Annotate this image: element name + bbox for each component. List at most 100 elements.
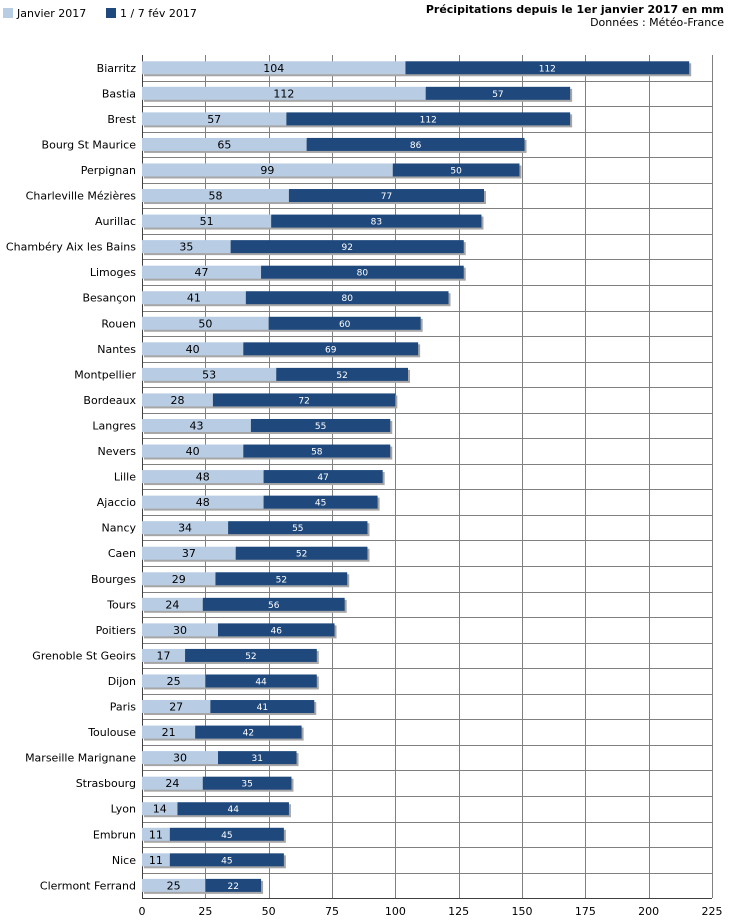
bar-january bbox=[142, 725, 196, 739]
bar-february bbox=[230, 240, 464, 254]
value-label-february: 57 bbox=[492, 90, 503, 100]
bar-february bbox=[205, 674, 317, 688]
x-tick-label: 75 bbox=[325, 905, 339, 918]
value-label-february: 44 bbox=[255, 677, 267, 687]
bar-february bbox=[215, 572, 348, 586]
value-label-february: 60 bbox=[339, 320, 351, 330]
value-label-january: 41 bbox=[187, 292, 201, 305]
value-label-january: 65 bbox=[217, 138, 231, 151]
value-label-january: 25 bbox=[167, 675, 181, 688]
category-label: Bordeaux bbox=[83, 394, 136, 407]
value-label-february: 55 bbox=[292, 524, 303, 534]
x-tick-label: 100 bbox=[385, 905, 406, 918]
bar-february bbox=[243, 444, 391, 458]
bar-january bbox=[142, 674, 206, 688]
value-label-january: 24 bbox=[165, 777, 179, 790]
legend-january: Janvier 2017 bbox=[3, 7, 86, 21]
value-label-february: 83 bbox=[371, 218, 382, 228]
bar-january bbox=[142, 112, 287, 126]
bar-january bbox=[142, 853, 170, 867]
value-label-january: 112 bbox=[273, 87, 294, 100]
bar-january bbox=[142, 316, 269, 330]
value-label-january: 58 bbox=[208, 190, 222, 203]
value-label-february: 80 bbox=[341, 294, 353, 304]
category-label: Nancy bbox=[102, 522, 137, 535]
category-label: Toulouse bbox=[87, 726, 136, 739]
value-label-february: 56 bbox=[268, 601, 280, 611]
category-label: Paris bbox=[110, 701, 136, 714]
category-label: Biarritz bbox=[97, 62, 137, 75]
bar-february bbox=[235, 546, 368, 560]
value-label-january: 53 bbox=[202, 368, 216, 381]
bar-february bbox=[286, 112, 571, 126]
bar-january bbox=[142, 367, 277, 381]
value-label-february: 52 bbox=[296, 550, 307, 560]
category-label: Marseille Marignane bbox=[25, 752, 136, 765]
value-label-january: 43 bbox=[189, 419, 203, 432]
bar-february bbox=[243, 342, 419, 356]
category-label: Besançon bbox=[82, 292, 136, 305]
bar-january bbox=[142, 214, 272, 228]
category-label: Limoges bbox=[90, 266, 136, 279]
chart-title-block: Précipitations depuis le 1er janvier 201… bbox=[426, 3, 724, 29]
category-label: Poitiers bbox=[96, 624, 137, 637]
value-label-february: 77 bbox=[381, 192, 392, 202]
value-label-february: 58 bbox=[311, 448, 323, 458]
value-label-february: 50 bbox=[450, 166, 462, 176]
value-label-february: 69 bbox=[325, 345, 337, 355]
category-label: Chambéry Aix les Bains bbox=[6, 241, 136, 254]
value-label-january: 99 bbox=[260, 164, 274, 177]
category-label: Nevers bbox=[97, 445, 136, 458]
bar-february bbox=[177, 802, 289, 816]
bar-february bbox=[202, 776, 292, 790]
bar-february bbox=[425, 86, 571, 100]
bar-february bbox=[268, 316, 421, 330]
value-label-january: 57 bbox=[207, 113, 221, 126]
bar-february bbox=[306, 137, 525, 151]
bar-february bbox=[261, 265, 464, 279]
value-label-january: 40 bbox=[186, 445, 200, 458]
bar-january bbox=[142, 597, 203, 611]
bar-january bbox=[142, 86, 426, 100]
x-tick-label: 25 bbox=[198, 905, 212, 918]
bar-february bbox=[205, 878, 262, 892]
category-label: Bourges bbox=[91, 573, 136, 586]
bar-february bbox=[276, 367, 408, 381]
value-label-january: 30 bbox=[173, 624, 187, 637]
x-tick-label: 225 bbox=[702, 905, 723, 918]
category-label: Brest bbox=[107, 113, 136, 126]
bar-february bbox=[392, 163, 520, 177]
bar-february bbox=[218, 623, 335, 637]
value-label-february: 44 bbox=[227, 805, 239, 815]
value-label-january: 11 bbox=[149, 854, 163, 867]
bar-february bbox=[245, 291, 449, 305]
bar-january bbox=[142, 878, 206, 892]
bar-january bbox=[142, 802, 178, 816]
value-label-january: 14 bbox=[153, 803, 167, 816]
value-label-january: 34 bbox=[178, 522, 192, 535]
bar-february bbox=[212, 393, 396, 407]
x-tick-label: 50 bbox=[262, 905, 276, 918]
legend-february: 1 / 7 fév 2017 bbox=[106, 7, 197, 21]
legend-february-label: 1 / 7 fév 2017 bbox=[120, 7, 197, 20]
bar-february bbox=[250, 418, 391, 432]
value-label-february: 47 bbox=[317, 473, 328, 483]
chart-title: Précipitations depuis le 1er janvier 201… bbox=[425, 3, 724, 16]
value-label-january: 48 bbox=[196, 496, 210, 509]
category-label: Strasbourg bbox=[76, 777, 136, 790]
category-label: Aurillac bbox=[95, 215, 136, 228]
x-tick-label: 200 bbox=[638, 905, 659, 918]
category-label: Grenoble St Geoirs bbox=[32, 649, 136, 662]
category-label: Nantes bbox=[97, 343, 136, 356]
value-label-february: 45 bbox=[221, 856, 232, 866]
x-tick-label: 0 bbox=[139, 905, 146, 918]
bar-january bbox=[142, 623, 218, 637]
legend-january-swatch bbox=[3, 8, 13, 18]
bar-january bbox=[142, 189, 289, 203]
value-label-february: 46 bbox=[271, 626, 283, 636]
category-label: Lille bbox=[114, 471, 136, 484]
bar-january bbox=[142, 776, 203, 790]
bar-february bbox=[210, 700, 315, 714]
bar-january bbox=[142, 700, 211, 714]
bar-january bbox=[142, 393, 213, 407]
